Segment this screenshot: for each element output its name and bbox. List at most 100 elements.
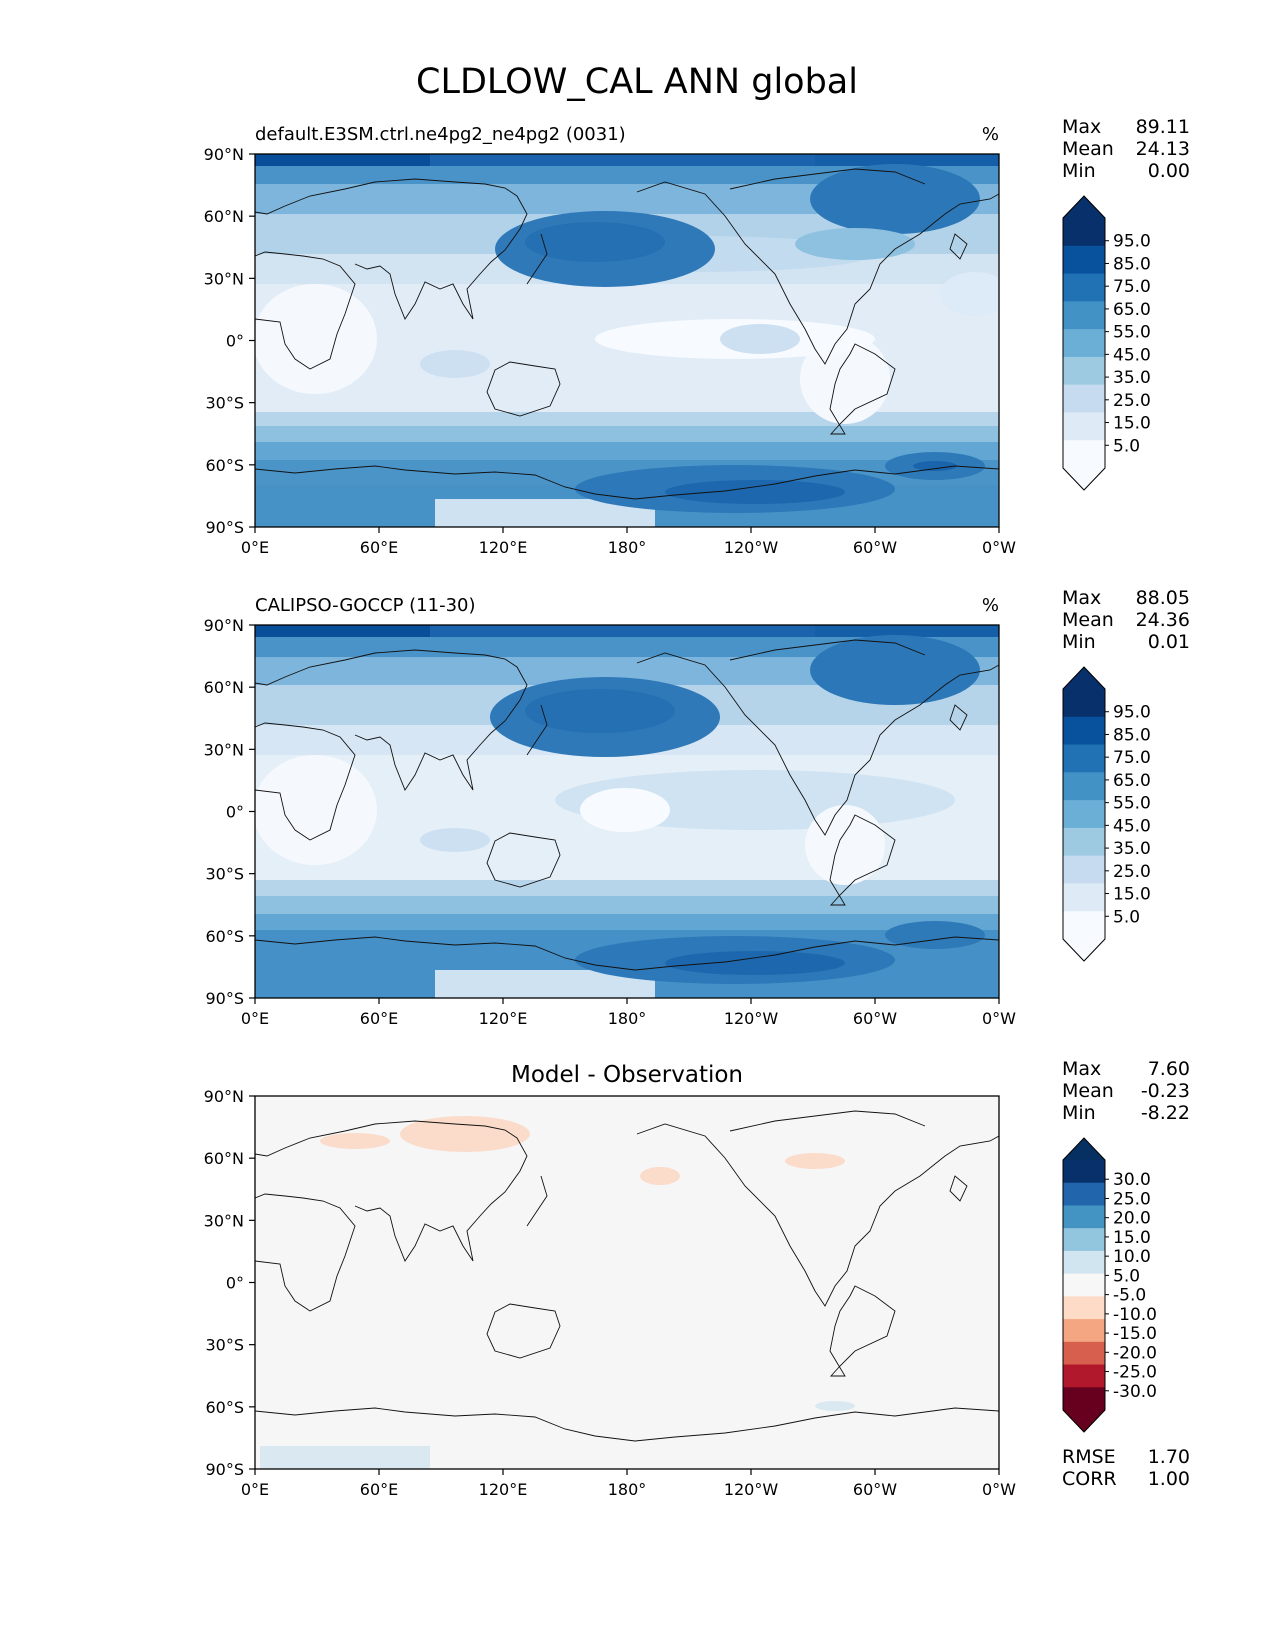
colorbar-tick-label: 35.0 [1113, 368, 1151, 388]
metric-value-corr: 1.00 [1148, 1468, 1190, 1490]
colorbar-tick-label: 95.0 [1113, 232, 1151, 252]
panel-center-title: Model - Observation [511, 1062, 743, 1088]
colorbar-tick-label: 25.0 [1113, 862, 1151, 882]
colorbar-segment [1063, 329, 1105, 358]
colorbar-tick-label: 15.0 [1113, 885, 1151, 905]
lat-tick-label: 90°N [204, 1087, 244, 1106]
lat-tick-label: 30°S [205, 1336, 244, 1355]
colorbar-outline [1062, 195, 1106, 491]
lon-tick-label: 120°W [724, 538, 779, 557]
lon-tick-label: 0°E [241, 1009, 269, 1028]
colorbar-tick-label: 65.0 [1113, 771, 1151, 791]
lon-tick-label: 60°W [853, 1009, 897, 1028]
colorbar-over-extension [1063, 1138, 1105, 1160]
colorbar-tick-label: 25.0 [1113, 1189, 1151, 1209]
lon-tick-label: 180° [608, 538, 647, 557]
coastlines [255, 639, 999, 971]
lon-tick-label: 120°W [724, 1480, 779, 1499]
colorbar-tick-label: 5.0 [1113, 907, 1140, 927]
colorbar-segment [1063, 1296, 1105, 1320]
panel-difference: Model - Observation 90°N 60°N 30°N 0° 30°S 60… [204, 1058, 1190, 1499]
lat-tick-label: 90°S [205, 989, 244, 1008]
panel-units: % [982, 595, 999, 616]
lat-tick-label: 30°N [204, 269, 244, 288]
metric-label-corr: CORR [1062, 1468, 1117, 1490]
colorbar-tick-label: 85.0 [1113, 254, 1151, 274]
lon-tick-label: 120°W [724, 1009, 779, 1028]
colorbar-segment [1063, 772, 1105, 801]
lon-tick-label: 0°E [241, 538, 269, 557]
colorbar-tick-label: 25.0 [1113, 391, 1151, 411]
stat-label-max: Max [1062, 1058, 1101, 1080]
colorbar-tick-label: 85.0 [1113, 725, 1151, 745]
colorbar-segment [1063, 412, 1105, 441]
colorbar-segment [1063, 744, 1105, 773]
stats-block: Max 88.05 Mean 24.36 Min 0.01 [1062, 587, 1190, 653]
metrics-block: RMSE 1.70 CORR 1.00 [1062, 1446, 1190, 1490]
stat-value-max: 88.05 [1136, 587, 1190, 609]
colorbar-segment [1063, 1387, 1105, 1411]
colorbar-segment [1063, 1182, 1105, 1207]
stat-label-mean: Mean [1062, 1080, 1114, 1102]
colorbar-segment [1063, 1319, 1105, 1343]
panel-left-title: CALIPSO-GOCCP (11-30) [255, 595, 476, 616]
colorbar-tick-label: 10.0 [1113, 1247, 1151, 1267]
lon-tick-label: 120°E [479, 538, 528, 557]
colorbar-segment [1063, 356, 1105, 386]
metric-label-rmse: RMSE [1062, 1446, 1116, 1468]
lon-tick-label: 60°E [360, 538, 398, 557]
lat-tick-label: 60°N [204, 1149, 244, 1168]
colorbar-segment [1063, 911, 1105, 940]
colorbar-tick-label: 5.0 [1113, 1266, 1140, 1286]
stat-label-max: Max [1062, 587, 1101, 609]
lon-tick-label: 180° [608, 1009, 647, 1028]
panel-left-title: default.E3SM.ctrl.ne4pg2_ne4pg2 (0031) [255, 124, 626, 145]
lat-tick-label: 60°S [205, 927, 244, 946]
stat-value-min: -8.22 [1141, 1102, 1190, 1124]
stat-label-min: Min [1062, 160, 1096, 182]
lat-tick-label: 30°N [204, 740, 244, 759]
panel-observation: CALIPSO-GOCCP (11-30) % [204, 587, 1190, 1028]
lat-tick-label: 60°N [204, 678, 244, 697]
lon-tick-label: 60°E [360, 1009, 398, 1028]
figure-title: CLDLOW_CAL ANN global [416, 62, 858, 102]
lat-tick-label: 60°N [204, 207, 244, 226]
stat-value-max: 7.60 [1148, 1058, 1190, 1080]
colorbar-tick-label: 5.0 [1113, 436, 1140, 456]
lon-tick-label: 0°W [982, 538, 1016, 557]
stat-value-mean: 24.13 [1136, 138, 1190, 160]
stat-label-min: Min [1062, 631, 1096, 653]
colorbar: 30.025.020.015.010.05.0-5.0-10.0-15.0-20… [1062, 1137, 1157, 1433]
colorbar-tick-label: 20.0 [1113, 1209, 1151, 1229]
colorbar-segment [1063, 689, 1105, 718]
lon-axis: 0°E 60°E 120°E 180° 120°W 60°W 0°W [241, 527, 1016, 557]
colorbar-tick-label: -20.0 [1113, 1343, 1157, 1363]
colorbar-tick-label: -15.0 [1113, 1324, 1157, 1344]
stats-block: Max 7.60 Mean -0.23 Min -8.22 [1062, 1058, 1190, 1124]
colorbar-segment [1063, 273, 1105, 302]
stats-block: Max 89.11 Mean 24.13 Min 0.00 [1062, 116, 1190, 182]
colorbar-segment [1063, 855, 1105, 885]
colorbar-segment [1063, 301, 1105, 330]
stat-value-mean: 24.36 [1136, 609, 1190, 631]
stat-label-mean: Mean [1062, 609, 1114, 631]
colorbar-tick-label: 35.0 [1113, 839, 1151, 859]
coastlines [255, 168, 999, 500]
colorbar-tick-label: 55.0 [1113, 323, 1151, 343]
colorbar-tick-label: 45.0 [1113, 816, 1151, 836]
map-field [255, 1096, 999, 1469]
lat-tick-label: 60°S [205, 456, 244, 475]
colorbar-under-extension [1063, 939, 1105, 961]
stat-value-min: 0.00 [1148, 160, 1190, 182]
colorbar-tick-label: 95.0 [1113, 703, 1151, 723]
colorbar-segment [1063, 883, 1105, 912]
colorbar-segment [1063, 218, 1105, 247]
stat-label-max: Max [1062, 116, 1101, 138]
colorbar-segment [1063, 1273, 1105, 1297]
colorbar-outline [1062, 666, 1106, 962]
colorbar-tick-label: -25.0 [1113, 1363, 1157, 1383]
lon-tick-label: 60°W [853, 1480, 897, 1499]
lon-tick-label: 60°W [853, 538, 897, 557]
colorbar-tick-label: -30.0 [1113, 1382, 1157, 1402]
